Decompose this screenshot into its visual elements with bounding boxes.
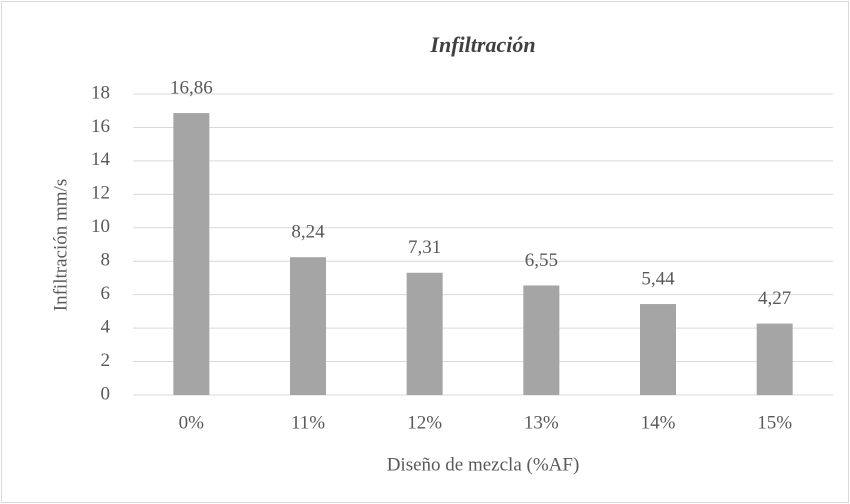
data-label: 7,31 (408, 237, 441, 258)
x-tick-label: 12% (407, 412, 442, 433)
y-tick-label: 4 (101, 316, 111, 337)
bar (290, 257, 326, 395)
bar (173, 113, 210, 396)
y-axis-label: Infiltración mm/s (50, 179, 71, 311)
data-label: 5,44 (641, 268, 675, 289)
x-tick-label: 14% (641, 412, 676, 433)
y-tick-label: 18 (91, 82, 110, 103)
data-label: 6,55 (525, 250, 558, 271)
x-tick-label: 15% (757, 412, 792, 433)
bar (640, 304, 676, 395)
data-label: 4,27 (758, 288, 791, 309)
x-tick-label: 0% (179, 412, 205, 433)
y-tick-label: 8 (101, 250, 111, 271)
y-tick-label: 10 (91, 216, 110, 237)
data-label: 16,86 (170, 77, 213, 98)
chart-title: Infiltración (429, 32, 535, 57)
bar (406, 272, 443, 395)
bar (756, 323, 793, 395)
x-tick-label: 11% (291, 412, 325, 433)
y-tick-label: 12 (91, 183, 110, 204)
y-tick-label: 0 (101, 383, 111, 404)
y-tick-label: 2 (101, 350, 111, 371)
x-tick-label: 13% (524, 412, 559, 433)
data-label: 8,24 (291, 222, 325, 243)
bar (523, 285, 560, 395)
x-axis-label: Diseño de mezcla (%AF) (387, 454, 580, 475)
y-tick-label: 14 (91, 149, 111, 170)
y-tick-label: 6 (101, 283, 111, 304)
y-tick-label: 16 (91, 116, 110, 137)
